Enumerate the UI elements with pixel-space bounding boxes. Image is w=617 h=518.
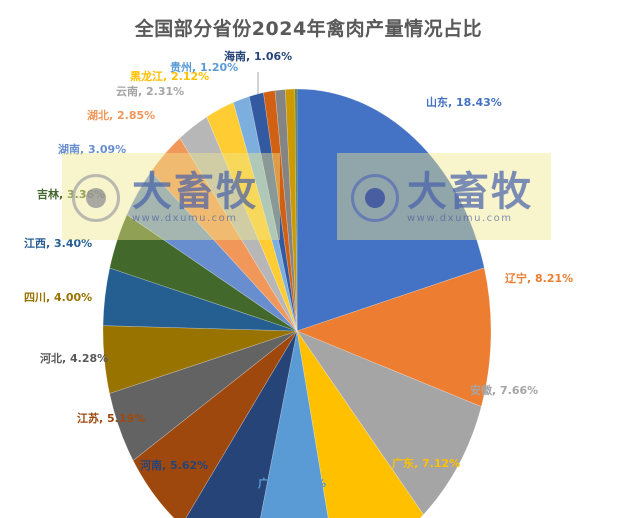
data-label: 山东, 18.43% bbox=[426, 96, 502, 109]
data-label: 湖北, 2.85% bbox=[87, 109, 156, 122]
pie-slice-16 bbox=[248, 92, 298, 332]
watermark-url: www.dxumu.com bbox=[407, 213, 513, 224]
pie-slice-4 bbox=[260, 330, 329, 518]
watermark-url: www.dxumu.com bbox=[132, 213, 238, 224]
pie-slices bbox=[102, 88, 492, 518]
data-label: 广西, 6.27% bbox=[258, 477, 327, 490]
data-label: 河北, 4.28% bbox=[40, 352, 109, 365]
pie-slice-7 bbox=[109, 330, 298, 461]
data-label: 黑龙江, 2.12% bbox=[130, 70, 210, 83]
data-label: 江苏, 5.19% bbox=[77, 412, 146, 425]
pie-slice-8 bbox=[102, 325, 298, 394]
chart-title: 全国部分省份2024年禽肉产量情况占比 bbox=[134, 18, 483, 40]
data-label: 安徽, 7.66% bbox=[470, 384, 539, 397]
data-label: 海南, 1.06% bbox=[224, 50, 293, 63]
pie-slice-5 bbox=[185, 330, 298, 518]
pie-slice-6 bbox=[132, 330, 298, 518]
pie-slice-14 bbox=[206, 101, 298, 332]
pie-slice-3 bbox=[296, 330, 424, 518]
watermark-brand: 大畜牧 bbox=[132, 169, 258, 215]
pie-slice-10 bbox=[109, 214, 298, 332]
watermark-right: 大畜牧 www.dxumu.com bbox=[337, 153, 551, 240]
data-label: 广东, 7.12% bbox=[392, 457, 461, 470]
data-label: 湖南, 3.09% bbox=[58, 143, 127, 156]
pie-slice-15 bbox=[233, 96, 298, 332]
pie-slice-11 bbox=[126, 170, 298, 332]
watermark-brand: 大畜牧 bbox=[407, 169, 533, 215]
watermark-left: 大畜牧 www.dxumu.com bbox=[62, 153, 280, 240]
data-label: 河南, 5.62% bbox=[140, 459, 209, 472]
watermark-eye-icon bbox=[351, 173, 399, 222]
pie-slice-other-18 bbox=[274, 89, 298, 332]
pie-slice-other-19 bbox=[285, 88, 298, 332]
data-label: 辽宁, 8.21% bbox=[505, 272, 574, 285]
pie-slice-2 bbox=[296, 330, 482, 516]
pie-slice-other-17 bbox=[263, 90, 298, 332]
data-label: 江西, 3.40% bbox=[24, 237, 93, 250]
data-label: 贵州, 1.20% bbox=[170, 61, 239, 74]
pie-slice-other-20 bbox=[294, 88, 298, 332]
pie-slice-13 bbox=[179, 116, 298, 332]
watermark-eye-icon bbox=[72, 173, 120, 222]
pie-slice-12 bbox=[150, 137, 298, 332]
data-label: 云南, 2.31% bbox=[116, 85, 185, 98]
pie-slice-9 bbox=[102, 267, 298, 332]
pie-slice-1 bbox=[296, 267, 492, 408]
data-label: 四川, 4.00% bbox=[24, 291, 93, 304]
